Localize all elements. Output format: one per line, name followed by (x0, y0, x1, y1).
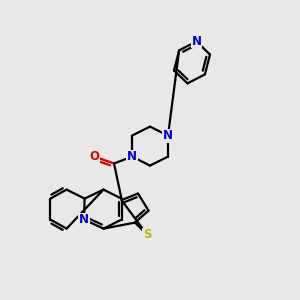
Text: N: N (163, 129, 173, 142)
Text: S: S (143, 228, 151, 241)
Text: N: N (191, 35, 202, 48)
Text: N: N (79, 213, 89, 226)
Text: O: O (89, 150, 100, 163)
Text: N: N (127, 150, 137, 163)
